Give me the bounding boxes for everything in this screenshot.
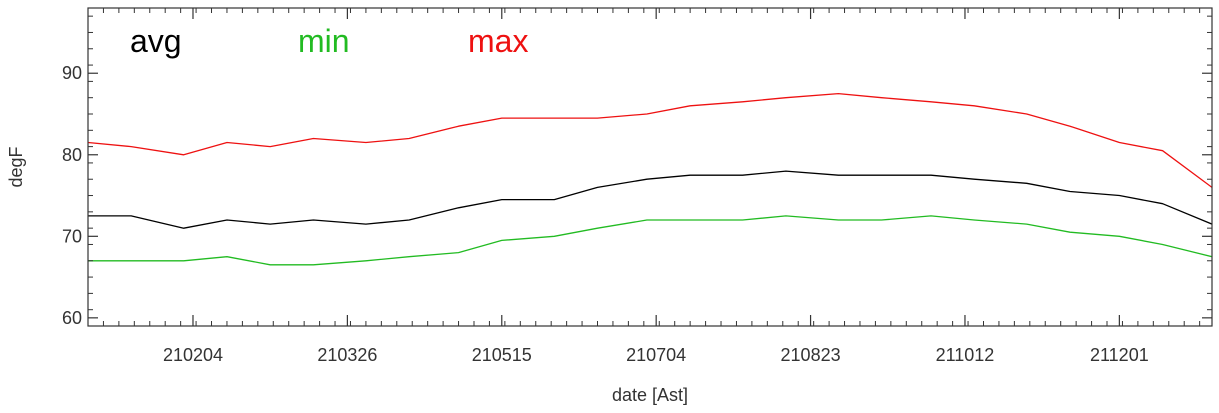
y-tick-label: 80	[62, 145, 82, 165]
y-tick-label: 60	[62, 308, 82, 328]
plot-frame	[87, 7, 1213, 327]
x-tick-label: 210326	[317, 345, 377, 365]
x-tick-label: 210204	[163, 345, 223, 365]
series-line-min	[88, 215, 1212, 266]
x-tick-label: 210704	[626, 345, 686, 365]
y-tick-label: 90	[62, 63, 82, 83]
legend-entry-min: min	[298, 23, 350, 59]
y-tick-label: 70	[62, 226, 82, 246]
x-tick-label: 210515	[472, 345, 532, 365]
legend: avg min max	[130, 23, 528, 59]
y-axis-title: degF	[6, 146, 26, 187]
x-axis-title: date [Ast]	[612, 385, 688, 405]
ticks-layer: 60 70 80 90 210204 210326 210515 210704 210823 21…	[62, 8, 1212, 365]
series-layer	[88, 92, 1212, 266]
legend-entry-max: max	[468, 23, 528, 59]
x-tick-label: 211012	[936, 345, 995, 365]
x-tick-label: 210823	[781, 345, 841, 365]
series-line-max	[88, 92, 1212, 188]
series-line-avg	[88, 170, 1212, 229]
legend-entry-avg: avg	[130, 23, 182, 59]
x-tick-label: 211201	[1090, 345, 1149, 365]
